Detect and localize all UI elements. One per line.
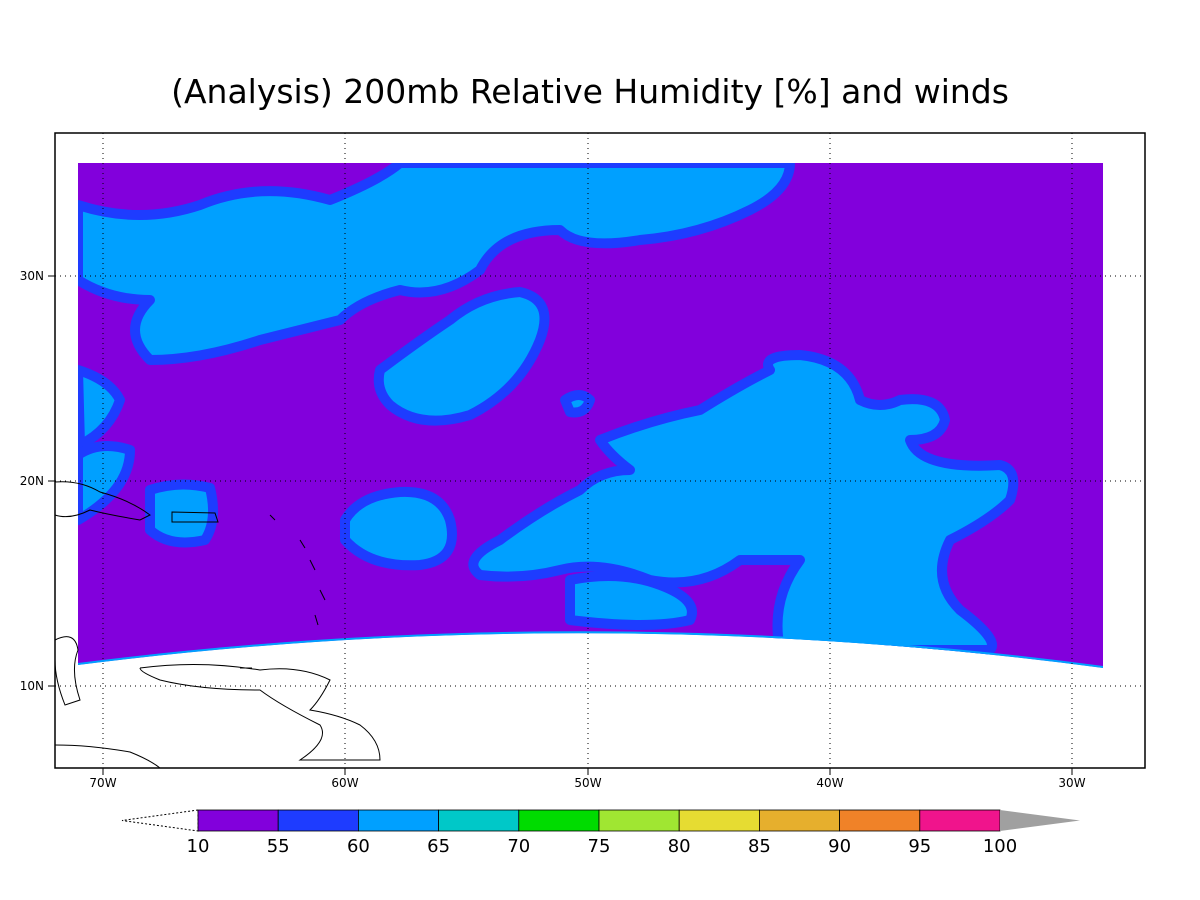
colorbar-label: 70 (507, 836, 530, 857)
lon-tick-label: 60W (331, 776, 358, 790)
colorbar-label: 60 (347, 836, 370, 857)
colorbar-over (1000, 810, 1080, 831)
coastlines (54, 481, 381, 769)
colorbar-box (357, 809, 439, 832)
colorbar-label: 100 (983, 836, 1017, 857)
colorbar-box (197, 809, 279, 832)
colorbar-box (759, 809, 841, 832)
colorbar-box (839, 809, 921, 832)
colorbar-box (598, 809, 680, 832)
colorbar-box (678, 809, 760, 832)
lon-tick-label: 70W (89, 776, 116, 790)
colorbar-label: 85 (748, 836, 771, 857)
lon-tick-label: 50W (574, 776, 601, 790)
colorbar-label: 95 (908, 836, 931, 857)
humidity-field (78, 163, 1103, 668)
colorbar-label: 90 (828, 836, 851, 857)
colorbar-box (919, 809, 1001, 832)
colorbar-label: 10 (187, 836, 210, 857)
colorbar-label: 75 (588, 836, 611, 857)
colorbar-label: 65 (427, 836, 450, 857)
lat-tick-label: 10N (20, 679, 44, 693)
lon-tick-label: 30W (1058, 776, 1085, 790)
lat-tick-label: 20N (20, 474, 44, 488)
map-frame (54, 132, 1146, 769)
colorbar-label: 55 (267, 836, 290, 857)
title: (Analysis) 200mb Relative Humidity [%] a… (171, 72, 1009, 111)
lat-tick-label: 30N (20, 269, 44, 283)
colorbar-box (518, 809, 600, 832)
colorbar-box (438, 809, 520, 832)
colorbar-label: 80 (668, 836, 691, 857)
lon-tick-label: 40W (816, 776, 843, 790)
colorbar-under (121, 809, 199, 832)
colorbar-box (277, 809, 359, 832)
